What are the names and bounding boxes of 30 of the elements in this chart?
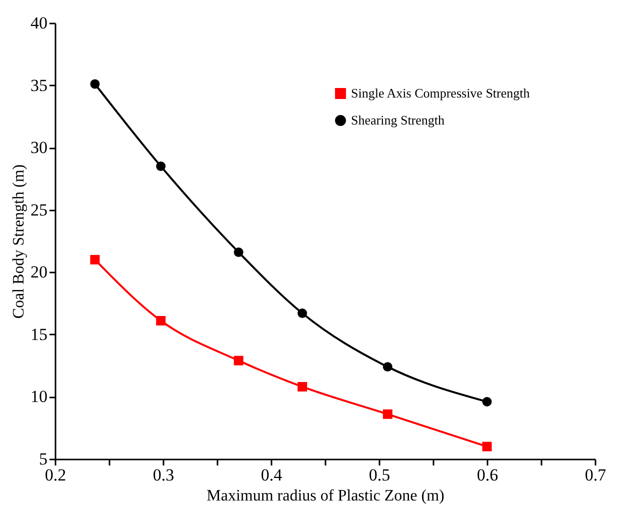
point xyxy=(298,382,308,392)
point xyxy=(482,396,492,406)
point xyxy=(90,254,100,264)
point xyxy=(382,362,392,372)
legend-label: Single Axis Compressive Strength xyxy=(351,86,530,100)
x-tick-label: 0.6 xyxy=(476,466,498,484)
x-tick-label: 0.2 xyxy=(44,466,66,484)
x-tick-label: 0.4 xyxy=(260,466,283,484)
legend-label: Shearing Strength xyxy=(351,112,446,128)
point xyxy=(234,247,244,257)
point xyxy=(156,316,166,326)
point xyxy=(482,442,492,452)
y-tick-label: 40 xyxy=(30,14,48,32)
x-tick-label: 0.5 xyxy=(368,466,390,484)
point xyxy=(234,356,244,366)
y-tick-label: 30 xyxy=(30,138,48,158)
x-tick-label: 0.3 xyxy=(152,466,174,484)
point xyxy=(156,162,166,171)
y-tick-label: 20 xyxy=(30,262,48,282)
x-tick-label: 0.7 xyxy=(584,466,607,484)
point xyxy=(90,79,100,89)
point xyxy=(298,308,308,318)
y-tick-label: 35 xyxy=(30,76,48,95)
y-tick-label: 25 xyxy=(30,200,48,220)
point xyxy=(382,409,392,419)
y-tick-label: 10 xyxy=(30,387,48,406)
y-tick-label: 15 xyxy=(30,324,48,344)
x-axis-title: Maximum radius of Plastic Zone (m) xyxy=(206,488,444,504)
y-tick-label: 5 xyxy=(39,450,48,468)
y-axis-title: Coal Body Strength (m) xyxy=(10,164,28,319)
